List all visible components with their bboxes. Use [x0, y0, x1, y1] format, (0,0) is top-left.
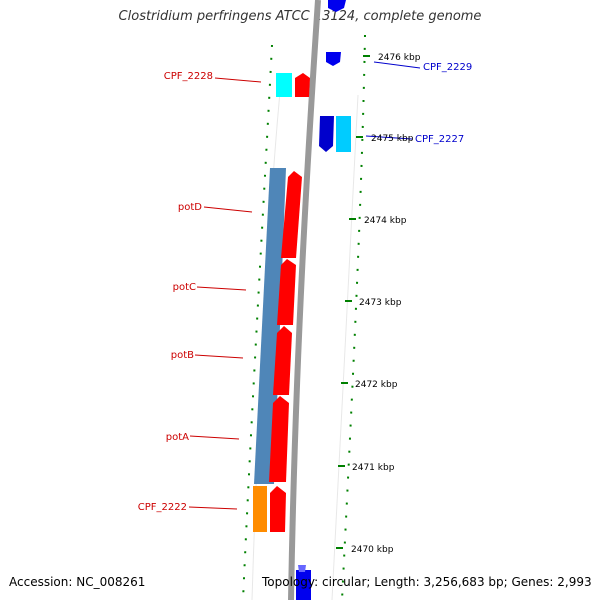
- gene-label: potD: [178, 202, 202, 213]
- map-title: Clostridium perfringens ATCC 13124, comp…: [118, 9, 482, 24]
- feature-steelblue: [254, 168, 286, 484]
- gene-label: CPF_2222: [138, 502, 187, 513]
- gene-potC: [277, 259, 296, 325]
- scale-ring-right: [341, 34, 366, 600]
- scale-label: 2474 kbp: [364, 216, 407, 226]
- gene-potA: [269, 396, 289, 482]
- gene-potD: [281, 171, 302, 258]
- label-lines: [188, 61, 421, 510]
- scale-label: 2476 kbp: [378, 53, 421, 63]
- scale-ticks: [336, 55, 370, 549]
- gene-potB: [273, 326, 292, 395]
- scale-label: 2472 kbp: [355, 380, 398, 390]
- gene-label: CPF_2229: [423, 62, 472, 73]
- gene-label: CPF_2227: [415, 134, 464, 145]
- scale-label: 2471 kbp: [352, 463, 395, 473]
- gene-label: potC: [173, 282, 196, 293]
- gene-CPF-2228: [295, 73, 310, 97]
- gene-CPF-2228-cyan: [276, 73, 292, 97]
- scale-label: 2475 kbp: [371, 134, 414, 144]
- forward-features: [253, 73, 310, 532]
- scale-label: 2470 kbp: [351, 545, 394, 555]
- gene-CPF-2222-orange: [253, 486, 267, 532]
- gene-CPF-2229-small: [326, 52, 341, 66]
- gene-label: potA: [166, 432, 189, 443]
- gene-CPF-2227: [319, 116, 334, 152]
- gene-label: potB: [171, 350, 194, 361]
- gene-bottom-blue: [296, 570, 311, 600]
- accession-text: Accession: NC_008261: [9, 575, 146, 589]
- backbone-line: [288, 0, 321, 600]
- gene-CPF-2227-cyan: [336, 116, 351, 152]
- gene-CPF-2222: [270, 486, 286, 532]
- gene-CPF-2229-top: [328, 0, 346, 12]
- scale-label: 2473 kbp: [359, 298, 402, 308]
- reverse-features: [296, 0, 351, 600]
- scale-ring-left: [242, 44, 273, 600]
- genome-summary: Topology: circular; Length: 3,256,683 bp…: [262, 575, 592, 589]
- gene-label: CPF_2228: [164, 71, 213, 82]
